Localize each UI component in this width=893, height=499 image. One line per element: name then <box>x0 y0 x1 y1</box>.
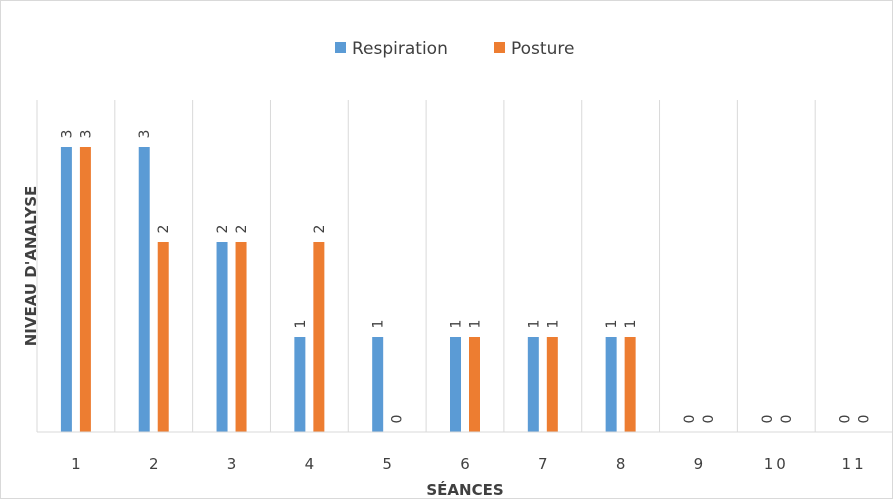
data-label-respiration: 1 <box>526 320 542 329</box>
bar-posture <box>624 337 636 432</box>
data-label-posture: 1 <box>468 320 484 329</box>
bar-posture <box>313 242 325 432</box>
bar-respiration <box>294 337 306 432</box>
bar-respiration <box>138 147 150 432</box>
data-label-respiration: 1 <box>371 320 387 329</box>
data-label-respiration: 0 <box>838 415 854 424</box>
bar-posture <box>235 242 247 432</box>
x-tick-label: 8 <box>616 455 626 473</box>
data-label-respiration: 0 <box>760 415 776 424</box>
bar-posture <box>469 337 480 432</box>
x-axis-title: SÉANCES <box>426 480 503 499</box>
data-label-posture: 2 <box>234 225 250 234</box>
bar-respiration <box>605 337 617 432</box>
bars <box>60 147 636 432</box>
data-label-respiration: 1 <box>449 320 465 329</box>
x-tick-label: 3 <box>227 455 237 473</box>
x-tick-label: 9 <box>694 455 704 473</box>
data-label-respiration: 1 <box>293 320 309 329</box>
data-label-respiration: 0 <box>682 415 698 424</box>
bar-respiration <box>372 337 384 432</box>
data-label-respiration: 2 <box>215 225 231 234</box>
data-label-respiration: 1 <box>604 320 620 329</box>
x-tick-label: 7 <box>538 455 548 473</box>
legend-swatch-respiration <box>335 42 346 53</box>
legend: Respiration Posture <box>335 39 574 59</box>
x-tick-label: 4 <box>305 455 315 473</box>
legend-swatch-posture <box>494 42 505 53</box>
y-axis-title: NIVEAU D'ANALYSE <box>22 186 40 347</box>
bar-respiration <box>216 242 228 432</box>
data-label-posture: 2 <box>312 225 328 234</box>
bar-respiration <box>450 337 461 432</box>
bar-respiration <box>527 337 539 432</box>
x-tick-label: 1 <box>71 455 81 473</box>
data-label-posture: 0 <box>701 415 717 424</box>
data-label-posture: 1 <box>545 320 561 329</box>
x-tick-label: 6 <box>460 455 470 473</box>
data-label-posture: 0 <box>857 415 873 424</box>
x-axis-ticks: 1 2 3 4 5 6 7 8 9 10 11 <box>71 455 867 473</box>
data-label-respiration: 3 <box>59 130 75 139</box>
bar-respiration <box>60 147 72 432</box>
bar-posture <box>79 147 91 432</box>
data-label-respiration: 3 <box>137 130 153 139</box>
data-label-posture: 2 <box>156 225 172 234</box>
bar-posture <box>546 337 558 432</box>
x-tick-label: 10 <box>764 455 789 473</box>
legend-label-posture: Posture <box>511 39 574 59</box>
x-tick-label: 2 <box>149 455 159 473</box>
data-label-posture: 0 <box>779 415 795 424</box>
data-label-posture: 3 <box>78 130 94 139</box>
bar-posture <box>157 242 169 432</box>
x-tick-label: 11 <box>842 455 867 473</box>
data-label-posture: 1 <box>623 320 639 329</box>
x-tick-label: 5 <box>382 455 392 473</box>
data-label-posture: 0 <box>390 415 406 424</box>
legend-label-respiration: Respiration <box>352 39 448 59</box>
gridlines <box>36 100 893 432</box>
